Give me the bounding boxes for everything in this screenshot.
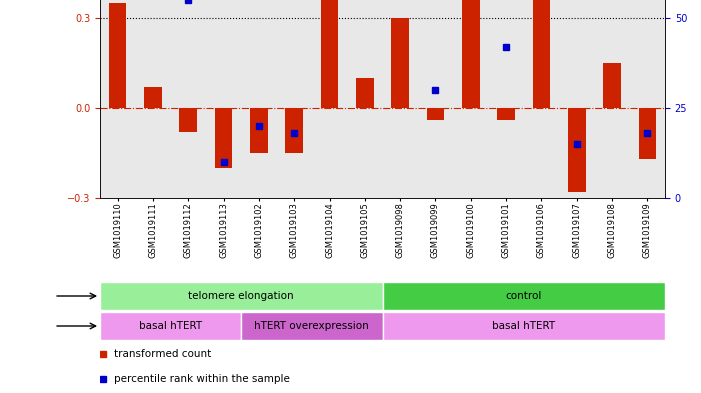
Bar [100, 312, 241, 340]
Bar [100, 0, 135, 198]
Bar [356, 78, 374, 108]
Bar [533, 0, 550, 108]
Bar [497, 108, 515, 120]
Bar [524, 0, 559, 198]
Bar [320, 0, 339, 108]
Bar [418, 0, 453, 198]
Bar [100, 282, 383, 310]
Text: telomere elongation: telomere elongation [189, 291, 294, 301]
Text: basal hTERT: basal hTERT [492, 321, 555, 331]
Text: hTERT overexpression: hTERT overexpression [254, 321, 369, 331]
Bar [144, 87, 162, 108]
Bar [285, 108, 303, 153]
Bar [241, 0, 277, 198]
Bar [489, 0, 524, 198]
Bar [568, 108, 585, 192]
Bar [594, 0, 629, 198]
Text: basal hTERT: basal hTERT [139, 321, 202, 331]
Bar [312, 0, 347, 198]
Bar [109, 3, 126, 108]
Bar [391, 18, 409, 108]
Bar [629, 0, 665, 198]
Bar [639, 108, 656, 159]
Text: transformed count: transformed count [114, 349, 211, 358]
Bar [250, 108, 268, 153]
Bar [383, 312, 665, 340]
Bar [170, 0, 206, 198]
Text: control: control [505, 291, 542, 301]
Bar [135, 0, 170, 198]
Bar [383, 0, 418, 198]
Bar [277, 0, 312, 198]
Bar [427, 108, 444, 120]
Text: percentile rank within the sample: percentile rank within the sample [114, 373, 290, 384]
Bar [453, 0, 489, 198]
Bar [383, 282, 665, 310]
Bar [215, 108, 233, 168]
Bar [603, 63, 621, 108]
Bar [559, 0, 594, 198]
Bar [179, 108, 197, 132]
Bar [347, 0, 383, 198]
Bar [241, 312, 383, 340]
Bar [462, 0, 479, 108]
Bar [206, 0, 241, 198]
